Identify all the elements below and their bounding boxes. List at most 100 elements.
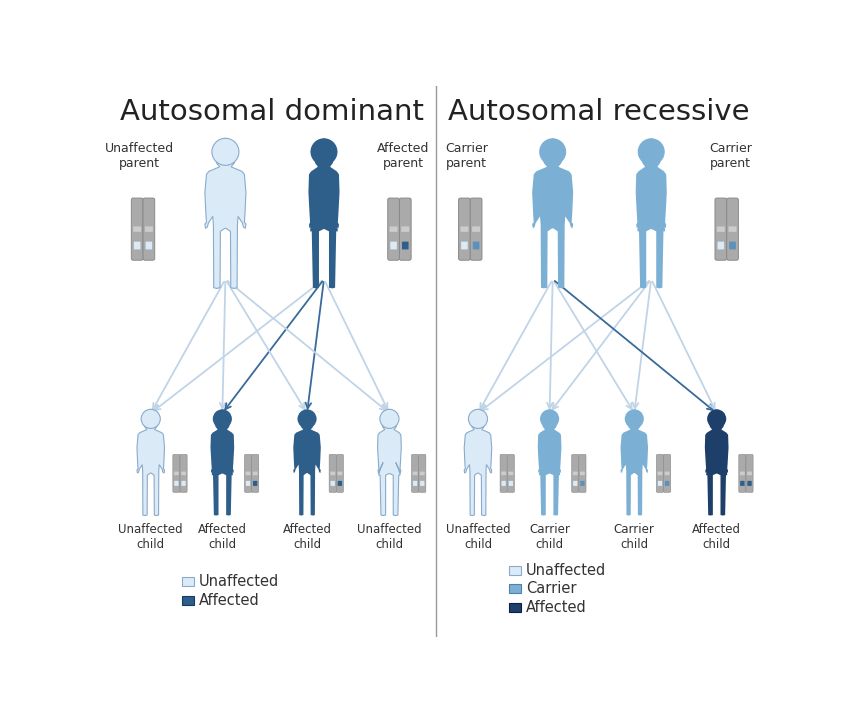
FancyBboxPatch shape	[740, 481, 745, 486]
Circle shape	[625, 410, 643, 428]
FancyBboxPatch shape	[500, 455, 507, 493]
Text: Unaffected: Unaffected	[198, 574, 279, 589]
Polygon shape	[377, 410, 401, 516]
FancyBboxPatch shape	[727, 198, 739, 260]
FancyBboxPatch shape	[572, 455, 579, 493]
Bar	[182, 596, 194, 605]
Circle shape	[310, 138, 337, 165]
FancyBboxPatch shape	[389, 226, 398, 232]
Polygon shape	[636, 138, 666, 289]
Bar	[182, 577, 194, 586]
FancyBboxPatch shape	[573, 481, 577, 486]
FancyBboxPatch shape	[252, 472, 258, 475]
Text: Carrier
child: Carrier child	[614, 523, 654, 551]
Polygon shape	[705, 410, 728, 516]
FancyBboxPatch shape	[472, 226, 480, 232]
FancyBboxPatch shape	[715, 198, 727, 260]
Circle shape	[212, 138, 239, 165]
Text: Unaffected
parent: Unaffected parent	[105, 142, 173, 170]
Text: Unaffected
child: Unaffected child	[118, 523, 183, 551]
FancyBboxPatch shape	[717, 241, 724, 249]
FancyBboxPatch shape	[664, 455, 671, 493]
Bar	[509, 566, 521, 575]
Circle shape	[540, 410, 559, 428]
Polygon shape	[538, 410, 562, 516]
Bar	[509, 603, 521, 612]
FancyBboxPatch shape	[665, 481, 669, 486]
FancyBboxPatch shape	[173, 455, 180, 493]
Text: Affected
child: Affected child	[282, 523, 332, 551]
Circle shape	[638, 138, 665, 165]
FancyBboxPatch shape	[581, 481, 585, 486]
Text: Autosomal recessive: Autosomal recessive	[449, 98, 750, 126]
FancyBboxPatch shape	[740, 472, 745, 475]
FancyBboxPatch shape	[420, 472, 425, 475]
FancyBboxPatch shape	[658, 472, 662, 475]
Circle shape	[707, 410, 726, 428]
FancyBboxPatch shape	[401, 226, 410, 232]
FancyBboxPatch shape	[665, 472, 670, 475]
FancyBboxPatch shape	[402, 241, 409, 249]
Circle shape	[539, 138, 566, 165]
Polygon shape	[309, 138, 339, 289]
FancyBboxPatch shape	[420, 481, 424, 486]
FancyBboxPatch shape	[470, 198, 482, 260]
FancyBboxPatch shape	[181, 481, 186, 486]
Text: Unaffected: Unaffected	[525, 563, 606, 578]
FancyBboxPatch shape	[181, 472, 186, 475]
Text: Affected
child: Affected child	[198, 523, 246, 551]
FancyBboxPatch shape	[729, 241, 736, 249]
FancyBboxPatch shape	[329, 455, 337, 493]
FancyBboxPatch shape	[390, 241, 397, 249]
Text: Unaffected
child: Unaffected child	[445, 523, 510, 551]
Polygon shape	[205, 138, 246, 289]
FancyBboxPatch shape	[502, 472, 506, 475]
Circle shape	[141, 410, 161, 428]
Polygon shape	[293, 410, 320, 516]
FancyBboxPatch shape	[580, 472, 585, 475]
FancyBboxPatch shape	[388, 198, 400, 260]
Circle shape	[468, 410, 488, 428]
FancyBboxPatch shape	[461, 241, 468, 249]
FancyBboxPatch shape	[174, 481, 178, 486]
FancyBboxPatch shape	[252, 455, 258, 493]
Text: Affected: Affected	[525, 600, 586, 615]
FancyBboxPatch shape	[133, 241, 140, 249]
FancyBboxPatch shape	[747, 472, 752, 475]
Circle shape	[212, 410, 232, 428]
FancyBboxPatch shape	[413, 481, 417, 486]
Polygon shape	[464, 410, 492, 516]
FancyBboxPatch shape	[419, 455, 426, 493]
FancyBboxPatch shape	[145, 241, 152, 249]
Text: Carrier
parent: Carrier parent	[709, 142, 752, 170]
FancyBboxPatch shape	[144, 226, 153, 232]
FancyBboxPatch shape	[337, 481, 342, 486]
FancyBboxPatch shape	[502, 481, 506, 486]
FancyBboxPatch shape	[508, 481, 513, 486]
FancyBboxPatch shape	[245, 455, 252, 493]
FancyBboxPatch shape	[717, 226, 725, 232]
FancyBboxPatch shape	[739, 455, 746, 493]
FancyBboxPatch shape	[658, 481, 662, 486]
FancyBboxPatch shape	[180, 455, 187, 493]
FancyBboxPatch shape	[131, 198, 143, 260]
FancyBboxPatch shape	[458, 198, 470, 260]
Text: Affected
child: Affected child	[692, 523, 741, 551]
FancyBboxPatch shape	[656, 455, 664, 493]
FancyBboxPatch shape	[507, 455, 514, 493]
FancyBboxPatch shape	[508, 472, 513, 475]
Polygon shape	[532, 138, 573, 289]
FancyBboxPatch shape	[461, 226, 468, 232]
Polygon shape	[137, 410, 165, 516]
Text: Carrier: Carrier	[525, 581, 576, 596]
FancyBboxPatch shape	[133, 226, 141, 232]
Bar	[509, 584, 521, 594]
FancyBboxPatch shape	[331, 481, 335, 486]
Text: Affected
parent: Affected parent	[377, 142, 429, 170]
FancyBboxPatch shape	[253, 481, 258, 486]
Text: Affected: Affected	[198, 593, 259, 608]
FancyBboxPatch shape	[473, 241, 479, 249]
FancyBboxPatch shape	[331, 472, 335, 475]
Text: Autosomal dominant: Autosomal dominant	[120, 98, 424, 126]
Text: Carrier
parent: Carrier parent	[445, 142, 488, 170]
